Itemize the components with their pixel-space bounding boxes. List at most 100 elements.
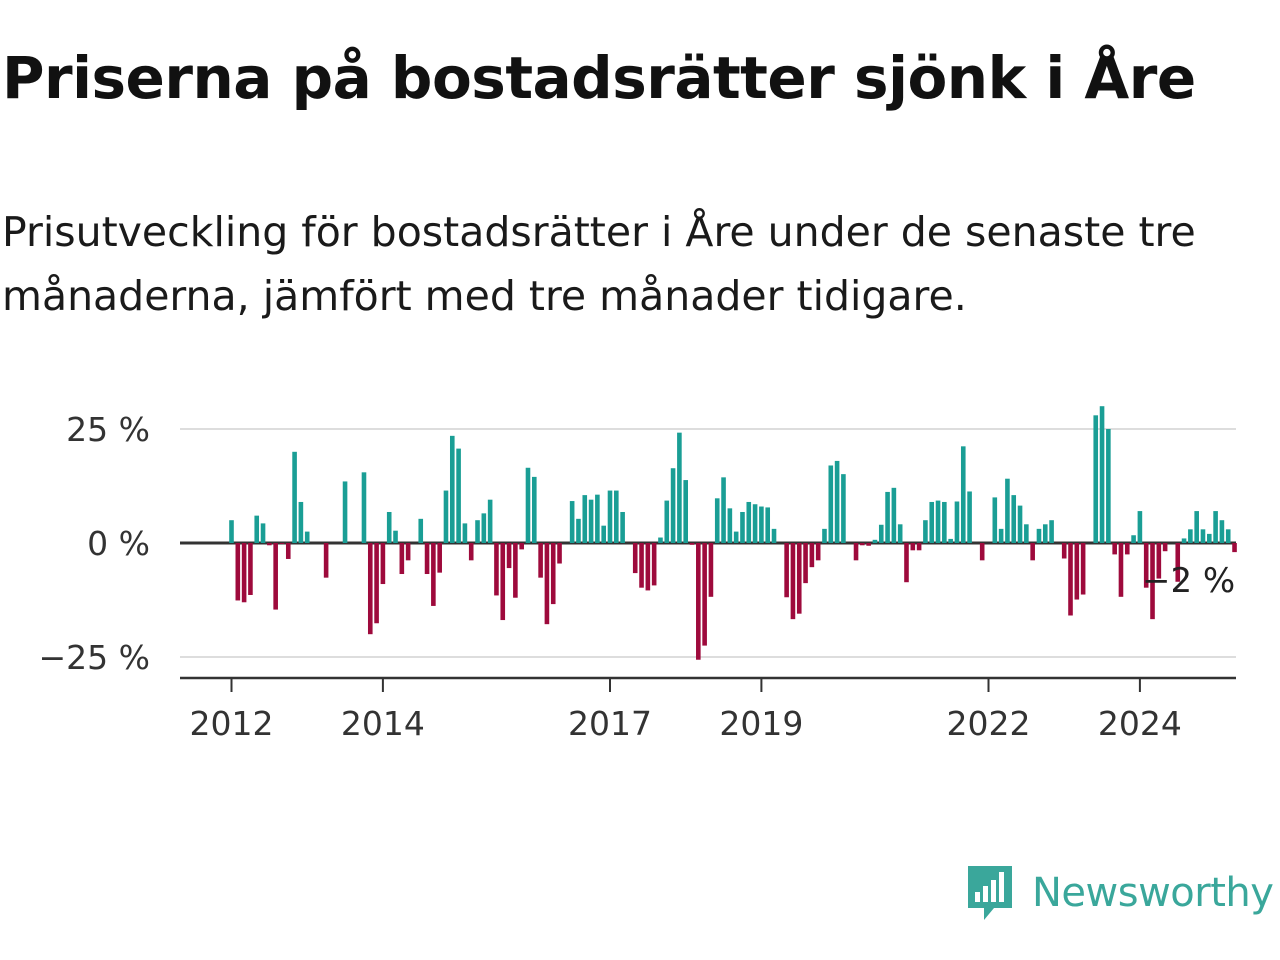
bar <box>923 520 928 543</box>
bar <box>456 448 461 543</box>
bar <box>1106 429 1111 543</box>
bar <box>1036 528 1042 543</box>
bar <box>431 543 436 606</box>
bar <box>815 543 821 561</box>
bar <box>1137 511 1143 543</box>
bar <box>1162 543 1168 552</box>
bar <box>576 518 581 543</box>
bar <box>1118 543 1124 597</box>
bar <box>998 528 1004 543</box>
bar <box>765 507 771 543</box>
last-value-label: −2 % <box>1142 561 1235 601</box>
bar <box>443 490 449 543</box>
bar <box>1156 543 1162 579</box>
bar <box>771 528 777 543</box>
chart-title: Priserna på bostadsrätter sjönk i Åre <box>2 44 1196 112</box>
bar <box>841 474 846 543</box>
bar <box>424 543 430 575</box>
bar <box>386 511 392 543</box>
bar <box>784 543 789 598</box>
x-tick-label: 2014 <box>341 704 425 743</box>
bar <box>828 465 834 543</box>
bar <box>487 499 493 543</box>
bar <box>992 497 998 543</box>
bar <box>1188 529 1193 543</box>
bar <box>645 543 651 591</box>
bar <box>1213 511 1218 543</box>
bar <box>468 543 474 561</box>
bar <box>361 472 367 543</box>
bar <box>292 451 297 543</box>
bar <box>399 543 405 575</box>
bar <box>809 543 815 568</box>
y-tick-label: 0 % <box>87 524 150 563</box>
bar-chart: 25 % 0 % −25 % 2012 2014 2017 2019 2022 2024 −2… <box>39 406 1237 743</box>
bar <box>796 543 802 614</box>
bar <box>1024 524 1029 543</box>
bar <box>696 543 701 660</box>
bar <box>664 500 670 543</box>
bar <box>1099 406 1105 543</box>
bar <box>538 543 543 578</box>
bar <box>658 537 663 543</box>
bar <box>853 543 859 561</box>
bar <box>544 543 550 625</box>
bar <box>267 543 272 546</box>
bar <box>254 515 260 543</box>
bar <box>702 543 707 646</box>
bar <box>1194 511 1199 543</box>
bar <box>285 543 291 559</box>
bar <box>595 494 600 543</box>
bar <box>727 508 733 543</box>
bar <box>279 543 285 544</box>
bar <box>929 501 935 543</box>
bar <box>910 543 916 551</box>
chart-subtitle: Prisutveckling för bostadsrätter i Åre u… <box>2 208 1196 320</box>
bar <box>632 543 638 574</box>
x-tick-label: 2019 <box>719 704 803 743</box>
bar <box>1143 543 1149 588</box>
bar <box>1042 524 1048 543</box>
y-tick-label: −25 % <box>39 638 151 677</box>
bar <box>519 543 524 550</box>
bar <box>1206 533 1212 543</box>
bar <box>1112 543 1117 555</box>
x-tick-label: 2022 <box>947 704 1031 743</box>
bar <box>967 491 972 543</box>
bar <box>569 501 575 543</box>
bar <box>872 539 878 543</box>
bar <box>532 476 537 543</box>
bar <box>803 543 808 584</box>
bar <box>752 504 758 543</box>
bar <box>834 460 840 543</box>
bar <box>248 543 253 595</box>
bar <box>1005 478 1010 543</box>
bar <box>1074 543 1080 600</box>
bar <box>1030 543 1035 561</box>
bar <box>1150 543 1155 620</box>
bar <box>229 520 234 543</box>
bar <box>954 501 960 543</box>
bar <box>677 432 682 543</box>
bar <box>525 467 531 543</box>
bar <box>790 543 796 620</box>
bar <box>670 468 676 543</box>
bar <box>405 543 411 561</box>
bar <box>1093 415 1099 543</box>
bar <box>513 543 518 598</box>
bar <box>1080 543 1086 595</box>
bar <box>891 487 897 543</box>
bar <box>481 513 487 543</box>
bar <box>897 524 903 543</box>
bar <box>1219 520 1225 543</box>
bar <box>437 543 442 573</box>
bar <box>1049 520 1054 543</box>
bar <box>866 543 871 546</box>
bar <box>241 543 247 603</box>
bar <box>935 500 941 543</box>
gridlines <box>180 428 1236 658</box>
bar <box>260 523 266 543</box>
bar <box>740 511 745 543</box>
bar <box>614 490 619 543</box>
bar <box>393 530 398 543</box>
